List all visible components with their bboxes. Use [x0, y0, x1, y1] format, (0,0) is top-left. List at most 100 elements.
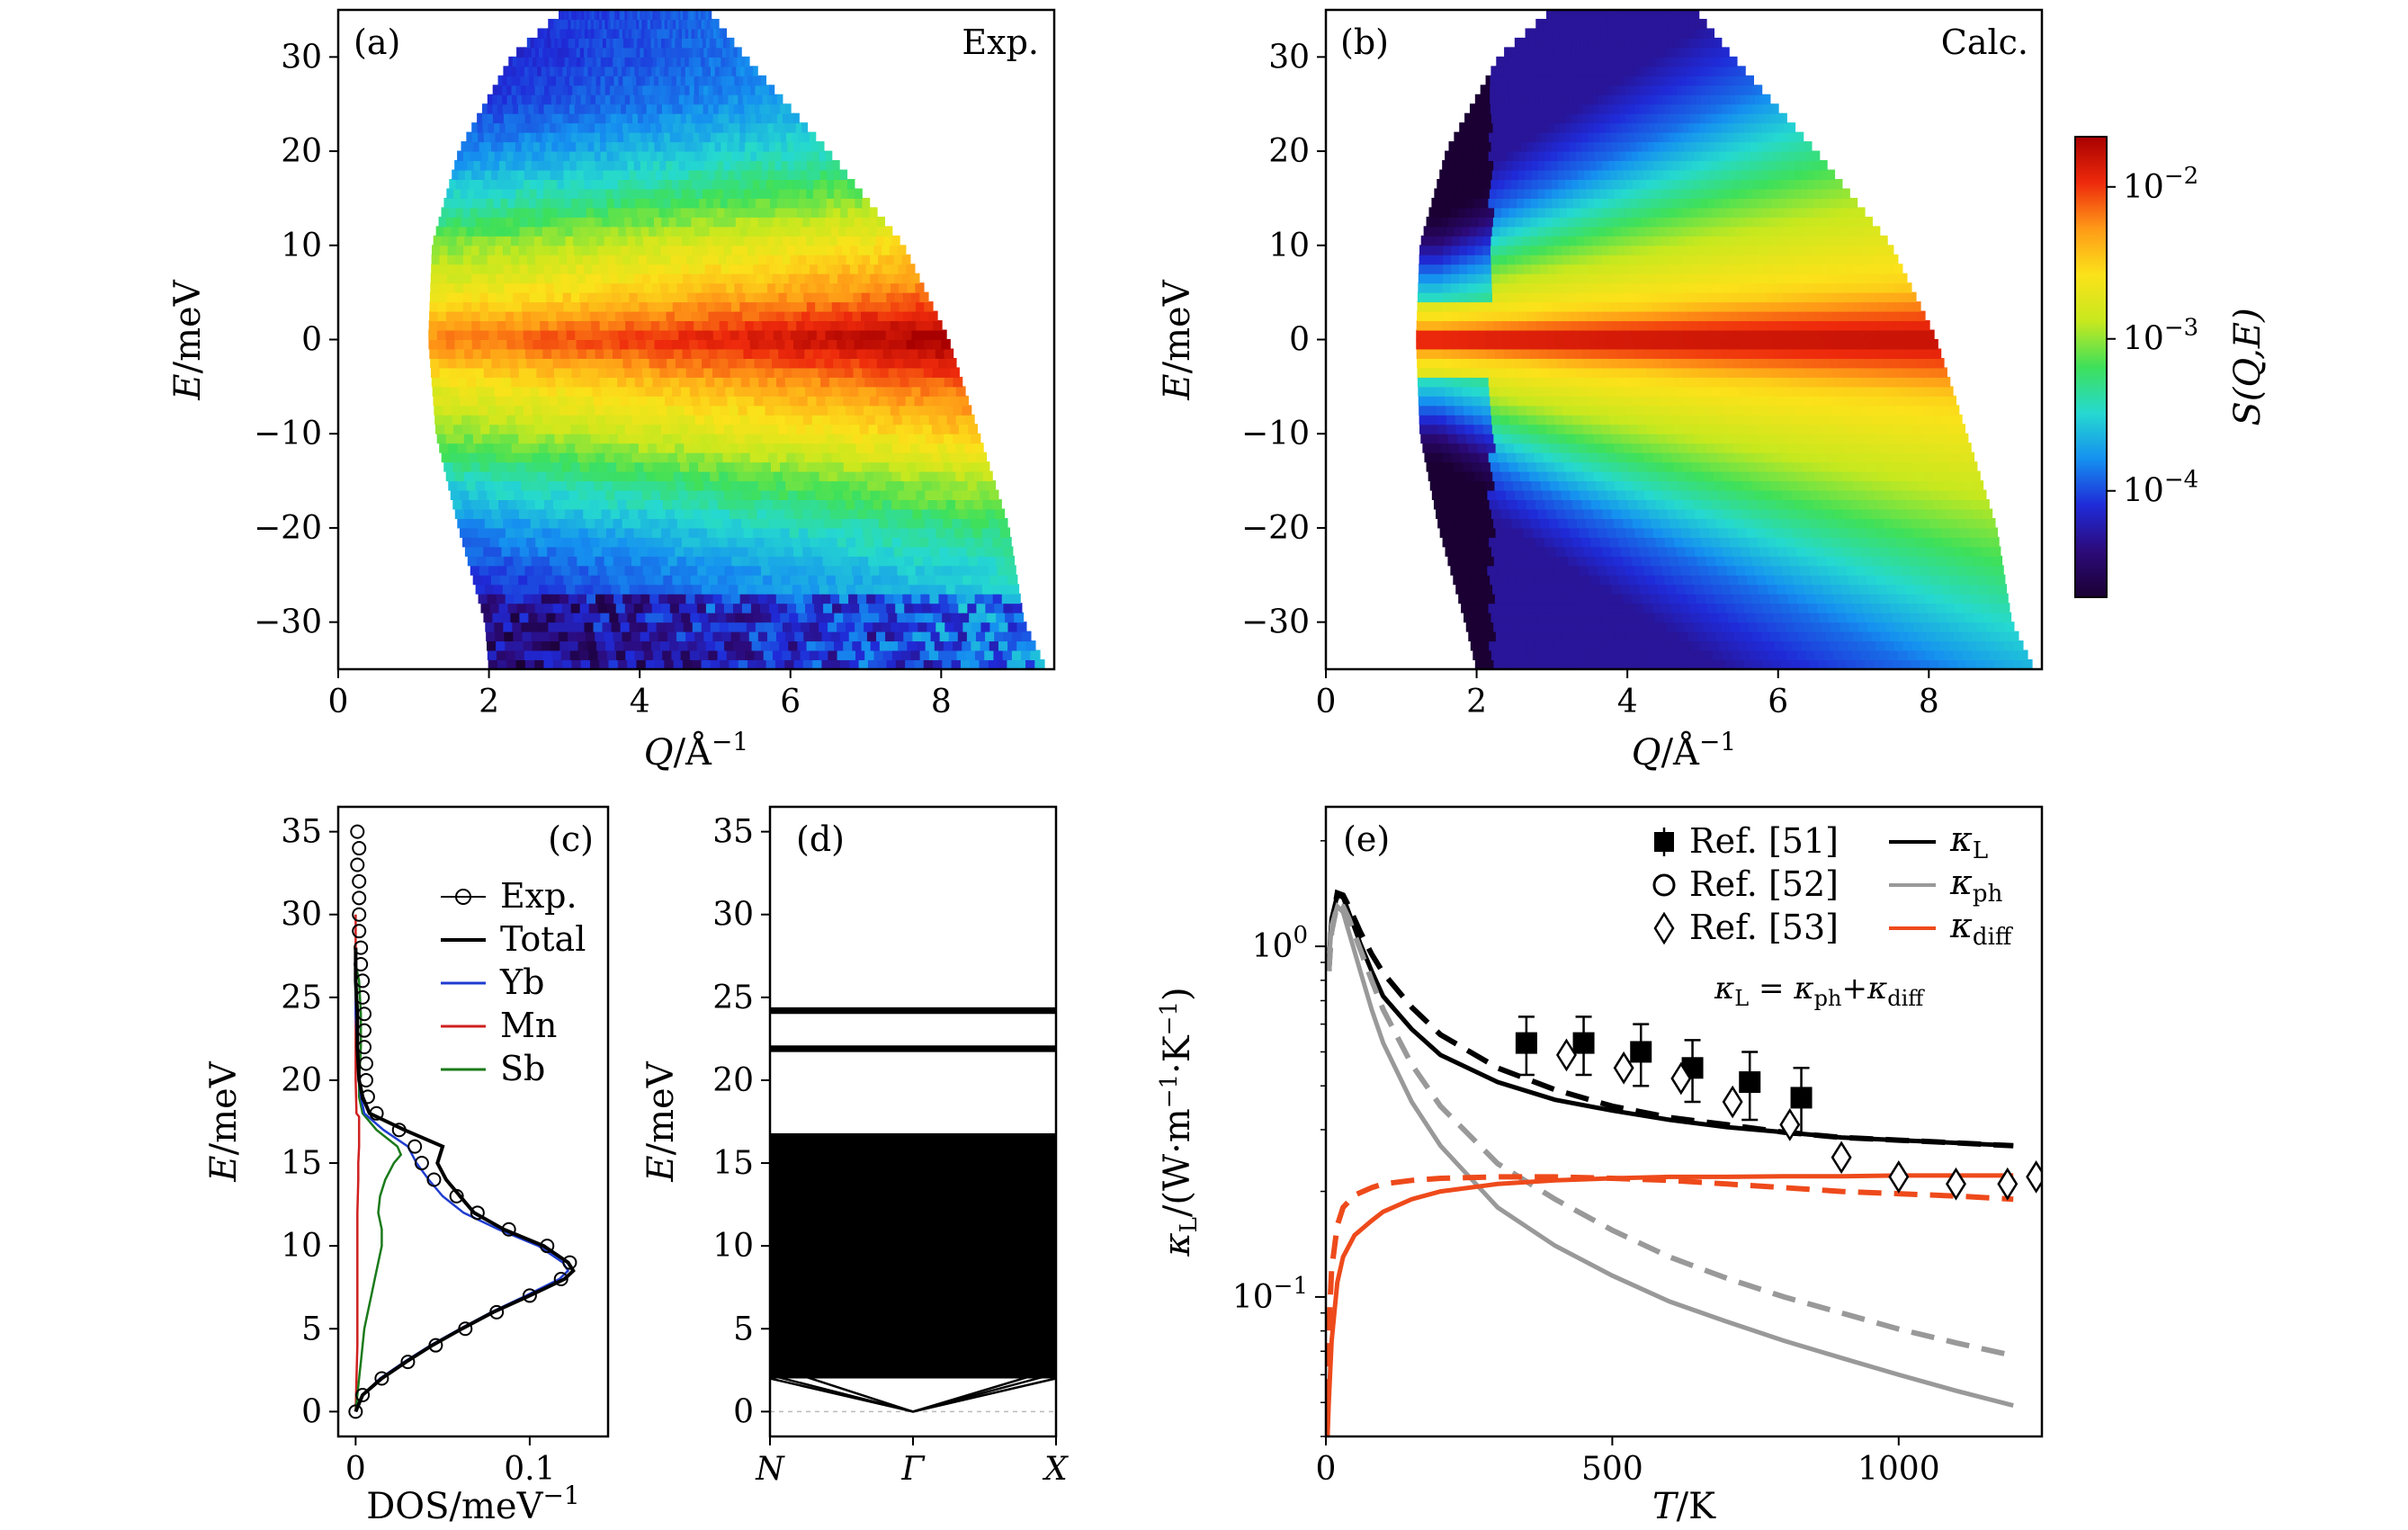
panel-a-heat-cell — [569, 565, 580, 576]
panel-a-heat-cell — [576, 517, 586, 529]
panel-a-heat-cell — [516, 536, 528, 548]
panel-a-heat-cell — [657, 56, 662, 67]
panel-a-heat-cell — [606, 565, 617, 576]
panel-a-heat-cell — [602, 18, 606, 30]
panel-b-heat-cell — [1771, 603, 1782, 613]
panel-a-heat-cell — [446, 188, 455, 199]
panel-a-heat-cell — [640, 357, 650, 369]
panel-a-heat-cell — [684, 508, 694, 519]
panel-a-heat-cell — [797, 565, 808, 576]
panel-b-heat-cell — [1999, 649, 2010, 661]
panel-a-heat-cell — [815, 226, 825, 237]
panel-a-heat-cell — [539, 443, 550, 453]
panel-a-heat-cell — [637, 10, 641, 20]
panel-a-heat-cell — [445, 470, 456, 482]
panel-a-heat-cell — [702, 66, 708, 76]
panel-a-heat-cell — [443, 461, 454, 472]
panel-b-heat-cell — [1837, 612, 1848, 623]
panel-a-heat-cell — [621, 348, 631, 359]
panel-b-heat-cell — [1911, 659, 1921, 669]
panel-a-heat-cell — [514, 320, 524, 331]
panel-a-heat-cell — [642, 235, 652, 246]
panel-a-heat-cell — [605, 489, 616, 501]
panel-b-heat-cell — [1565, 584, 1576, 595]
panel-a-heat-cell — [756, 141, 765, 152]
panel-a-heat-cell — [501, 131, 508, 143]
panel-a-heat-cell — [557, 235, 567, 246]
panel-a-heat-cell — [506, 329, 516, 340]
panel-a-heat-cell — [979, 565, 989, 576]
panel-a-heat-cell — [1021, 649, 1032, 661]
panel-a-heat-cell — [723, 66, 729, 76]
panel-a-heat-cell — [638, 85, 644, 95]
panel-a-heat-cell — [671, 37, 676, 49]
panel-a-heat-cell — [868, 424, 879, 434]
panel-a-heat-cell — [906, 517, 917, 529]
panel-a-heat-cell — [797, 640, 808, 651]
panel-a-heat-cell — [474, 546, 485, 557]
panel-a-heat-cell — [818, 264, 827, 274]
panel-a-heat-cell — [540, 56, 546, 67]
panel-a-heat-cell — [805, 603, 816, 613]
panel-a-heat-cell — [903, 357, 913, 369]
panel-a-heat-cell — [552, 273, 562, 284]
panel-b-heat-cell — [1780, 603, 1791, 613]
panel-a-heat-cell — [729, 264, 739, 274]
panel-a-heat-cell — [616, 264, 626, 274]
panel-a-heat-cell — [450, 489, 461, 501]
panel-a-heat-cell — [652, 131, 659, 143]
panel-a-heat-cell — [589, 659, 601, 669]
panel-a-heat-cell — [601, 10, 605, 20]
panel-a-heat-cell — [810, 443, 821, 453]
panel-a-heat-cell — [685, 47, 690, 58]
panel-a-heat-cell — [541, 94, 548, 105]
panel-a-heat-cell — [663, 226, 673, 237]
panel-a-heat-cell — [522, 122, 529, 133]
panel-a-heat-cell — [528, 103, 535, 114]
panel-a-heat-cell — [527, 216, 536, 228]
panel-a-heat-cell — [531, 94, 538, 105]
panel-b-heat-cell — [1917, 603, 1929, 613]
panel-b-heat-cell — [1822, 584, 1833, 595]
panel-a-heat-cell — [693, 546, 703, 557]
panel-a-heat-cell — [693, 584, 703, 595]
panel-a-heat-cell — [527, 433, 538, 444]
panel-a-heat-cell — [703, 28, 709, 39]
panel-a-heat-cell — [566, 443, 577, 453]
panel-a-heat-cell — [729, 112, 736, 124]
panel-a-heat-cell — [762, 527, 773, 538]
panel-a-heat-cell — [493, 197, 502, 209]
panel-a-heat-cell — [739, 245, 748, 255]
panel-a-heat-cell — [488, 565, 499, 576]
panel-a-heat-cell — [496, 640, 506, 651]
panel-a-heat-cell — [530, 178, 538, 190]
panel-a-heat-cell — [470, 264, 480, 274]
panel-a-heat-cell — [702, 226, 711, 237]
panel-a-heat-cell — [891, 649, 903, 661]
panel-a-heat-cell — [886, 555, 897, 567]
panel-a-heat-cell — [656, 85, 663, 95]
panel-a-heat-cell — [669, 424, 680, 434]
panel-a-heat-cell — [503, 178, 511, 190]
panel-b-heat-cell — [1480, 640, 1490, 651]
panel-a-heat-cell — [663, 386, 674, 397]
panel-a-heat-cell — [560, 649, 571, 661]
panel-a-heat-cell — [767, 94, 774, 105]
panel-a-heat-cell — [533, 339, 543, 350]
panel-b-heat-cell — [1535, 574, 1546, 586]
panel-b-heat-cell — [1476, 593, 1487, 604]
panel-a-heat-cell — [661, 122, 668, 133]
panel-a-heat-cell — [619, 28, 623, 39]
panel-a-heat-cell — [622, 452, 633, 463]
panel-a-heat-cell — [724, 424, 735, 434]
panel-a-heat-cell — [538, 122, 546, 133]
panel-a-heat-cell — [799, 141, 807, 152]
panel-b-heat-cell — [1773, 612, 1784, 623]
panel-a-heat-cell — [769, 197, 778, 209]
panel-a-heat-cell — [622, 593, 633, 604]
panel-a-heat-cell — [563, 150, 570, 162]
panel-a-heat-cell — [518, 574, 529, 586]
panel-b-heat-cell — [1590, 612, 1602, 623]
panel-a-heat-cell — [604, 66, 611, 76]
panel-a-heat-cell — [481, 226, 490, 237]
